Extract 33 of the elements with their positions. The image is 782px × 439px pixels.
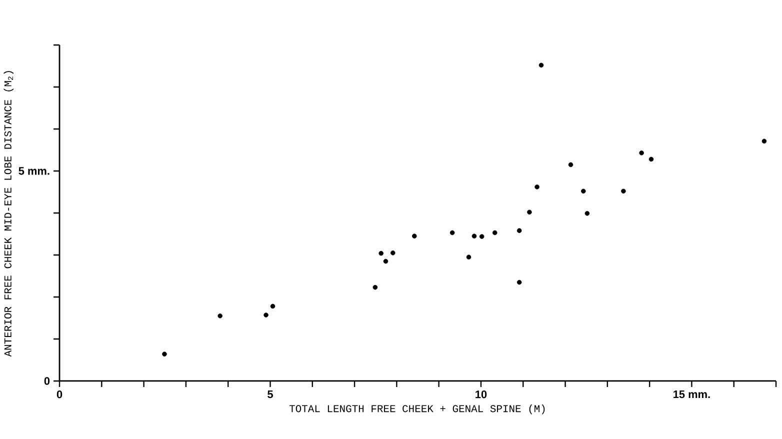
point — [534, 184, 540, 190]
point — [390, 250, 396, 256]
point — [581, 188, 586, 194]
point — [584, 211, 590, 216]
point — [479, 234, 484, 239]
point — [492, 230, 498, 236]
point — [538, 62, 544, 68]
point — [621, 188, 626, 194]
point — [516, 280, 522, 285]
point — [762, 138, 767, 144]
point — [383, 258, 388, 264]
point — [472, 234, 477, 238]
x-axis-title: TOTAL LENGTH FREE CHEEK + GENAL SPINE (M) — [289, 404, 545, 414]
point — [450, 230, 455, 236]
x-tick-label: 0 — [56, 390, 62, 398]
x-tick-label: 5 — [268, 390, 273, 398]
point — [639, 150, 644, 156]
point — [270, 304, 276, 309]
point — [568, 162, 574, 168]
point — [516, 228, 522, 234]
point — [648, 156, 654, 162]
point — [218, 313, 222, 318]
point — [412, 234, 417, 238]
x-tick-label: 10 — [476, 390, 487, 398]
x-tick-label: 15 mm. — [674, 390, 710, 398]
y-tick-label: 5 mm. — [18, 167, 50, 175]
point — [527, 210, 532, 215]
point — [162, 352, 167, 356]
y-axis-title: ANTERIOR FREE CHEEK MID-EYE LOBE DISTANCE (M$_{2}$) — [4, 71, 14, 357]
point — [378, 250, 384, 256]
point — [466, 254, 472, 260]
point — [372, 284, 378, 290]
point — [264, 312, 268, 318]
